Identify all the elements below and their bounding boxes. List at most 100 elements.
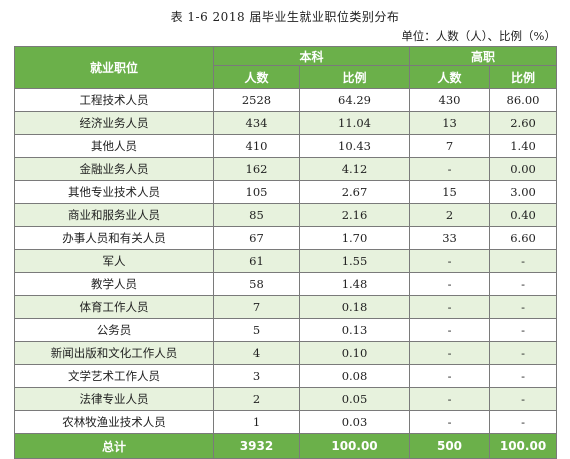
cell-bk-count: 85 xyxy=(213,203,300,227)
cell-gz-ratio: - xyxy=(489,341,558,365)
table-body: 工程技术人员 2528 64.29 430 86.00 经济业务人员 434 11.04 13 2… xyxy=(14,88,558,434)
cell-gz-count: - xyxy=(409,157,491,181)
header-gz-ratio: 比例 xyxy=(489,65,558,89)
cell-job: 新闻出版和文化工作人员 xyxy=(14,341,214,365)
cell-bk-count: 58 xyxy=(213,272,300,296)
cell-job: 其他人员 xyxy=(14,134,214,158)
cell-bk-ratio: 0.08 xyxy=(298,364,411,388)
cell-bk-count: 434 xyxy=(213,111,300,135)
header-bk-count: 人数 xyxy=(213,65,300,89)
unit-note: 单位：人数（人）、比例（%） xyxy=(401,29,556,43)
cell-bk-count: 5 xyxy=(213,318,300,342)
cell-gz-count: 15 xyxy=(409,180,491,204)
cell-gz-count: 2 xyxy=(409,203,491,227)
total-label: 总计 xyxy=(14,433,214,459)
cell-gz-ratio: - xyxy=(489,272,558,296)
cell-bk-count: 410 xyxy=(213,134,300,158)
cell-bk-count: 4 xyxy=(213,341,300,365)
cell-job: 经济业务人员 xyxy=(14,111,214,135)
cell-bk-ratio: 1.55 xyxy=(298,249,411,273)
cell-gz-count: - xyxy=(409,295,491,319)
cell-bk-ratio: 11.04 xyxy=(298,111,411,135)
cell-bk-ratio: 0.03 xyxy=(298,410,411,434)
table-row: 教学人员 58 1.48- - xyxy=(14,272,558,296)
cell-job: 军人 xyxy=(14,249,214,273)
cell-bk-ratio: 2.16 xyxy=(298,203,411,227)
cell-bk-ratio: 0.18 xyxy=(298,295,411,319)
cell-bk-count: 1 xyxy=(213,410,300,434)
cell-gz-ratio: 0.40 xyxy=(489,203,558,227)
cell-job: 办事人员和有关人员 xyxy=(14,226,214,250)
header-bk-ratio: 比例 xyxy=(298,65,411,89)
table-row: 体育工作人员 7 0.18- - xyxy=(14,295,558,319)
total-gz-ratio: 100.00 xyxy=(489,433,558,459)
cell-job: 农林牧渔业技术人员 xyxy=(14,410,214,434)
cell-gz-count: - xyxy=(409,364,491,388)
cell-gz-ratio: - xyxy=(489,410,558,434)
header-gz-count: 人数 xyxy=(409,65,491,89)
cell-job: 公务员 xyxy=(14,318,214,342)
cell-gz-ratio: 3.00 xyxy=(489,180,558,204)
total-gz-count: 500 xyxy=(409,433,491,459)
cell-bk-ratio: 1.48 xyxy=(298,272,411,296)
cell-gz-count: - xyxy=(409,318,491,342)
cell-job: 其他专业技术人员 xyxy=(14,180,214,204)
total-row: 总计 3932 100.00 500 100.00 xyxy=(14,433,558,459)
cell-bk-count: 3 xyxy=(213,364,300,388)
cell-gz-count: 33 xyxy=(409,226,491,250)
cell-gz-count: - xyxy=(409,272,491,296)
cell-gz-ratio: 6.60 xyxy=(489,226,558,250)
table-row: 商业和服务业人员 85 2.16 2 0.40 xyxy=(14,203,558,227)
header-group-gz: 高职 xyxy=(409,46,558,66)
cell-bk-ratio: 1.70 xyxy=(298,226,411,250)
cell-gz-ratio: 1.40 xyxy=(489,134,558,158)
cell-bk-count: 2528 xyxy=(213,88,300,112)
cell-gz-count: - xyxy=(409,341,491,365)
table-row: 农林牧渔业技术人员 1 0.03- - xyxy=(14,410,558,434)
cell-bk-count: 7 xyxy=(213,295,300,319)
total-bk-count: 3932 xyxy=(213,433,300,459)
cell-gz-count: - xyxy=(409,410,491,434)
cell-bk-count: 105 xyxy=(213,180,300,204)
header-job: 就业职位 xyxy=(14,46,214,89)
cell-gz-ratio: 2.60 xyxy=(489,111,558,135)
table-row: 军人 61 1.55- - xyxy=(14,249,558,273)
table-row: 经济业务人员 434 11.04 13 2.60 xyxy=(14,111,558,135)
cell-gz-ratio: - xyxy=(489,318,558,342)
cell-bk-count: 61 xyxy=(213,249,300,273)
cell-bk-ratio: 0.13 xyxy=(298,318,411,342)
cell-gz-count: 430 xyxy=(409,88,491,112)
cell-bk-count: 162 xyxy=(213,157,300,181)
cell-job: 法律专业人员 xyxy=(14,387,214,411)
cell-job: 金融业务人员 xyxy=(14,157,214,181)
cell-bk-ratio: 4.12 xyxy=(298,157,411,181)
cell-gz-count: 7 xyxy=(409,134,491,158)
table-row: 新闻出版和文化工作人员 4 0.10- - xyxy=(14,341,558,365)
table-row: 公务员 5 0.13- - xyxy=(14,318,558,342)
cell-bk-ratio: 64.29 xyxy=(298,88,411,112)
cell-job: 商业和服务业人员 xyxy=(14,203,214,227)
cell-gz-count: - xyxy=(409,249,491,273)
cell-gz-ratio: 0.00 xyxy=(489,157,558,181)
cell-bk-ratio: 0.10 xyxy=(298,341,411,365)
cell-job: 体育工作人员 xyxy=(14,295,214,319)
table-row: 金融业务人员 162 4.12-0.00 xyxy=(14,157,558,181)
cell-job: 工程技术人员 xyxy=(14,88,214,112)
table-row: 工程技术人员 2528 64.29 430 86.00 xyxy=(14,88,558,112)
cell-gz-ratio: - xyxy=(489,295,558,319)
total-bk-ratio: 100.00 xyxy=(298,433,411,459)
header-group-bk: 本科 xyxy=(212,46,411,66)
table-row: 其他人员 410 10.43 7 1.40 xyxy=(14,134,558,158)
table-row: 文学艺术工作人员 3 0.08- - xyxy=(14,364,558,388)
cell-bk-count: 67 xyxy=(213,226,300,250)
cell-job: 文学艺术工作人员 xyxy=(14,364,214,388)
cell-bk-ratio: 10.43 xyxy=(298,134,411,158)
table-row: 法律专业人员 2 0.05- - xyxy=(14,387,558,411)
cell-gz-count: 13 xyxy=(409,111,491,135)
cell-gz-ratio: - xyxy=(489,364,558,388)
cell-gz-ratio: - xyxy=(489,387,558,411)
cell-gz-ratio: 86.00 xyxy=(489,88,558,112)
cell-bk-count: 2 xyxy=(213,387,300,411)
cell-bk-ratio: 2.67 xyxy=(298,180,411,204)
table-row: 其他专业技术人员 105 2.67 15 3.00 xyxy=(14,180,558,204)
